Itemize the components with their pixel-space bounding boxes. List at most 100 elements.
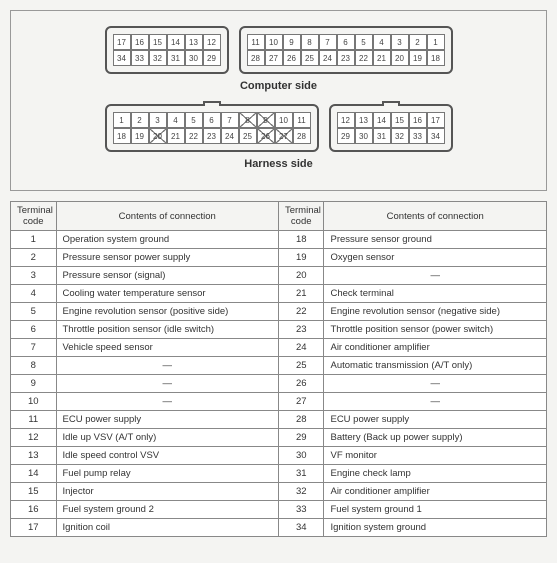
- pin-33: 33: [409, 128, 427, 144]
- contents-cell: —: [324, 267, 547, 285]
- terminal-code-cell: 2: [11, 249, 57, 267]
- contents-cell: Operation system ground: [56, 231, 278, 249]
- pin-14: 14: [167, 34, 185, 50]
- terminal-code-cell: 5: [11, 303, 57, 321]
- terminal-code-cell: 24: [278, 339, 324, 357]
- table-row: 4Cooling water temperature sensor21Check…: [11, 285, 547, 303]
- terminal-code-cell: 12: [11, 429, 57, 447]
- pin-20: 20: [149, 128, 167, 144]
- terminal-code-cell: 7: [11, 339, 57, 357]
- pin-14: 14: [373, 112, 391, 128]
- terminal-code-cell: 18: [278, 231, 324, 249]
- terminal-code-cell: 22: [278, 303, 324, 321]
- terminal-code-cell: 25: [278, 357, 324, 375]
- contents-cell: Oxygen sensor: [324, 249, 547, 267]
- pin-6: 6: [337, 34, 355, 50]
- table-row: 3Pressure sensor (signal)20—: [11, 267, 547, 285]
- contents-cell: —: [324, 393, 547, 411]
- terminal-code-cell: 14: [11, 465, 57, 483]
- pin-28: 28: [247, 50, 265, 66]
- contents-cell: Fuel pump relay: [56, 465, 278, 483]
- terminal-code-cell: 29: [278, 429, 324, 447]
- contents-cell: Injector: [56, 483, 278, 501]
- table-row: 1Operation system ground18Pressure senso…: [11, 231, 547, 249]
- pin-2: 2: [409, 34, 427, 50]
- table-row: 2Pressure sensor power supply19Oxygen se…: [11, 249, 547, 267]
- computer-connector-right: 11109876543212827262524232221201918: [239, 26, 453, 74]
- pin-30: 30: [185, 50, 203, 66]
- pin-31: 31: [167, 50, 185, 66]
- pin-1: 1: [427, 34, 445, 50]
- pin-15: 15: [149, 34, 167, 50]
- harness-side-caption: Harness side: [21, 158, 536, 170]
- pin-11: 11: [293, 112, 311, 128]
- pin-22: 22: [185, 128, 203, 144]
- contents-cell: Air conditioner amplifier: [324, 483, 547, 501]
- terminal-code-cell: 9: [11, 375, 57, 393]
- contents-cell: Cooling water temperature sensor: [56, 285, 278, 303]
- pin-31: 31: [373, 128, 391, 144]
- pin-7: 7: [221, 112, 239, 128]
- terminal-code-cell: 19: [278, 249, 324, 267]
- computer-connector-left: 171615141312343332313029: [105, 26, 229, 74]
- table-row: 11ECU power supply28ECU power supply: [11, 411, 547, 429]
- pin-25: 25: [301, 50, 319, 66]
- terminal-code-cell: 10: [11, 393, 57, 411]
- harness-side-row: 12345678910111819202122232425262728 1213…: [21, 104, 536, 152]
- pin-32: 32: [391, 128, 409, 144]
- terminal-code-cell: 3: [11, 267, 57, 285]
- contents-cell: ECU power supply: [324, 411, 547, 429]
- pin-27: 27: [275, 128, 293, 144]
- computer-side-row: 171615141312343332313029 111098765432128…: [21, 26, 536, 74]
- pin-5: 5: [185, 112, 203, 128]
- terminal-code-cell: 4: [11, 285, 57, 303]
- contents-cell: Air conditioner amplifier: [324, 339, 547, 357]
- pin-3: 3: [391, 34, 409, 50]
- pin-5: 5: [355, 34, 373, 50]
- terminal-code-cell: 1: [11, 231, 57, 249]
- header-contents: Contents of connection: [324, 202, 547, 231]
- table-row: 6Throttle position sensor (idle switch)2…: [11, 321, 547, 339]
- pin-9: 9: [257, 112, 275, 128]
- pin-4: 4: [167, 112, 185, 128]
- pin-12: 12: [337, 112, 355, 128]
- pin-32: 32: [149, 50, 167, 66]
- terminal-code-cell: 20: [278, 267, 324, 285]
- pin-2: 2: [131, 112, 149, 128]
- terminal-code-cell: 33: [278, 501, 324, 519]
- pin-9: 9: [283, 34, 301, 50]
- terminal-code-cell: 23: [278, 321, 324, 339]
- pin-17: 17: [427, 112, 445, 128]
- pin-7: 7: [319, 34, 337, 50]
- contents-cell: VF monitor: [324, 447, 547, 465]
- table-row: 5Engine revolution sensor (positive side…: [11, 303, 547, 321]
- terminal-code-cell: 6: [11, 321, 57, 339]
- terminal-code-cell: 21: [278, 285, 324, 303]
- terminal-code-cell: 30: [278, 447, 324, 465]
- table-row: 7Vehicle speed sensor24Air conditioner a…: [11, 339, 547, 357]
- pin-8: 8: [301, 34, 319, 50]
- connector-tab: [203, 101, 221, 106]
- terminal-code-cell: 15: [11, 483, 57, 501]
- contents-cell: Fuel system ground 1: [324, 501, 547, 519]
- terminal-code-cell: 28: [278, 411, 324, 429]
- header-terminal-code: Terminal code: [278, 202, 324, 231]
- contents-cell: Idle up VSV (A/T only): [56, 429, 278, 447]
- pin-21: 21: [167, 128, 185, 144]
- table-row: 12Idle up VSV (A/T only)29Battery (Back …: [11, 429, 547, 447]
- pin-13: 13: [185, 34, 203, 50]
- contents-cell: —: [324, 375, 547, 393]
- contents-cell: Engine revolution sensor (negative side): [324, 303, 547, 321]
- connector-panel: 171615141312343332313029 111098765432128…: [10, 10, 547, 191]
- pin-24: 24: [319, 50, 337, 66]
- table-row: 10—27—: [11, 393, 547, 411]
- harness-connector-right: 121314151617293031323334: [329, 104, 453, 152]
- contents-cell: Engine check lamp: [324, 465, 547, 483]
- pin-16: 16: [131, 34, 149, 50]
- table-row: 14Fuel pump relay31Engine check lamp: [11, 465, 547, 483]
- contents-cell: Ignition coil: [56, 519, 278, 537]
- pin-29: 29: [203, 50, 221, 66]
- pin-26: 26: [257, 128, 275, 144]
- terminal-code-cell: 27: [278, 393, 324, 411]
- computer-side-caption: Computer side: [21, 80, 536, 92]
